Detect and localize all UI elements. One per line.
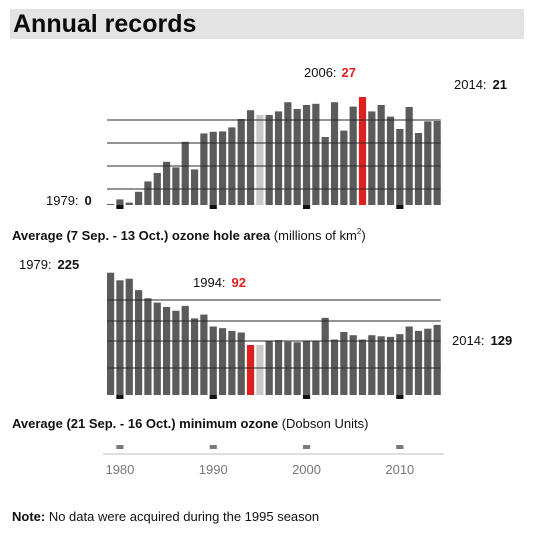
ozone-bar-1991 xyxy=(218,328,227,395)
ozone-bar-1994 xyxy=(246,345,255,395)
area-bar-2006 xyxy=(358,97,367,205)
ozone-caption: Average (21 Sep. - 16 Oct.) minimum ozon… xyxy=(12,416,368,431)
area-bar-2007 xyxy=(368,111,376,205)
area-bar-1983 xyxy=(144,181,152,205)
area-bar-1990 xyxy=(209,131,217,205)
footnote-text: No data were acquired during the 1995 se… xyxy=(45,509,320,524)
area-bar-2001 xyxy=(312,103,320,205)
area-bar-1982 xyxy=(134,191,143,205)
area-bar-1988 xyxy=(190,169,199,205)
x-axis: 1980 1990 2000 2010 xyxy=(103,445,444,477)
area-decade-marker-1990 xyxy=(209,205,217,209)
area-bar-2011 xyxy=(405,107,413,205)
x-tick-mark-1990 xyxy=(209,445,217,449)
ozone-bar-1987 xyxy=(181,305,189,395)
minimum-ozone-chart xyxy=(107,272,441,399)
area-decade-marker-1980 xyxy=(116,205,124,209)
ozone-bar-1984 xyxy=(153,302,161,395)
ozone-bar-1990 xyxy=(209,326,217,395)
area-bar-1987 xyxy=(181,141,189,205)
ozone-bar-2004 xyxy=(340,331,348,395)
ozone-1994-label: 1994: 92 xyxy=(193,275,246,290)
x-tick-label-2000: 2000 xyxy=(292,462,321,477)
area-caption: Average (7 Sep. - 13 Oct.) ozone hole ar… xyxy=(12,227,366,243)
ozone-bar-2007 xyxy=(368,335,376,395)
ozone-decade-marker-2000 xyxy=(302,395,311,399)
area-bar-1995 xyxy=(256,115,264,205)
ozone-bar-2014 xyxy=(433,324,441,395)
area-bar-1996 xyxy=(265,115,273,205)
area-bar-1994 xyxy=(246,110,255,205)
ozone-bar-2011 xyxy=(405,326,413,395)
area-bar-2005 xyxy=(349,106,357,205)
footnote: Note: No data were acquired during the 1… xyxy=(12,509,319,524)
area-bar-2014 xyxy=(433,121,441,205)
ozone-decade-marker-2010 xyxy=(396,395,404,399)
area-bar-2009 xyxy=(386,116,395,205)
ozone-bar-2012 xyxy=(414,330,423,395)
area-bar-2003 xyxy=(330,102,339,205)
area-bar-2013 xyxy=(424,121,432,205)
ozone-bar-1979 xyxy=(107,272,115,395)
ozone-2014-label: 2014: 129 xyxy=(452,333,512,348)
ozone-bar-1995 xyxy=(256,345,264,395)
ozone-decade-marker-1980 xyxy=(116,395,124,399)
x-tick-label-1980: 1980 xyxy=(105,462,134,477)
ozone-bar-1982 xyxy=(134,290,143,395)
area-decade-marker-2010 xyxy=(396,205,404,209)
area-bar-1999 xyxy=(293,109,301,205)
ozone-bar-1986 xyxy=(172,310,180,395)
ozone-bar-2010 xyxy=(396,334,404,395)
ozone-hole-area-chart xyxy=(107,97,441,209)
ozone-bar-2003 xyxy=(330,339,339,395)
area-2014-label: 2014: 21 xyxy=(454,77,507,92)
ozone-bar-1989 xyxy=(200,314,208,395)
area-bar-1993 xyxy=(237,119,245,205)
area-2006-label: 2006: 27 xyxy=(304,65,356,80)
ozone-1979-label: 1979: 225 xyxy=(19,257,79,272)
area-bar-2000 xyxy=(302,105,311,205)
ozone-bar-2009 xyxy=(386,336,395,395)
area-bar-1989 xyxy=(200,133,208,205)
area-bar-1981 xyxy=(125,202,133,205)
area-bar-1998 xyxy=(284,102,292,205)
area-bar-1985 xyxy=(162,161,171,205)
area-bar-1991 xyxy=(218,131,227,205)
ozone-bar-1993 xyxy=(237,332,245,395)
x-tick-mark-1980 xyxy=(116,445,124,449)
area-bar-2012 xyxy=(414,133,423,205)
area-bar-1979 xyxy=(107,204,115,205)
ozone-bar-1981 xyxy=(125,278,133,395)
x-tick-mark-2010 xyxy=(396,445,404,449)
area-bar-2010 xyxy=(396,129,404,205)
ozone-bar-2008 xyxy=(377,336,385,395)
ozone-bar-1992 xyxy=(228,330,236,395)
area-bar-2004 xyxy=(340,130,348,205)
ozone-bar-1980 xyxy=(116,280,124,395)
ozone-bar-1988 xyxy=(190,318,199,395)
ozone-bar-2005 xyxy=(349,335,357,395)
area-decade-marker-2000 xyxy=(302,205,311,209)
area-bar-2002 xyxy=(321,137,329,205)
ozone-bar-2013 xyxy=(424,328,432,395)
page-title: Annual records xyxy=(13,10,197,38)
ozone-bar-1985 xyxy=(162,306,171,395)
x-tick-mark-2000 xyxy=(302,445,311,449)
x-tick-label-2010: 2010 xyxy=(385,462,414,477)
x-tick-label-1990: 1990 xyxy=(199,462,228,477)
area-bar-1986 xyxy=(172,167,180,205)
footnote-label: Note: xyxy=(12,509,46,524)
area-bar-2008 xyxy=(377,105,385,205)
area-bar-1997 xyxy=(274,111,283,205)
ozone-bar-2002 xyxy=(321,317,329,395)
ozone-bar-1999 xyxy=(293,342,301,395)
header-bar: Annual records xyxy=(10,9,524,39)
ozone-bar-2006 xyxy=(358,339,367,395)
area-bar-1980 xyxy=(116,199,124,205)
area-1979-label: 1979: 0 xyxy=(46,193,92,208)
ozone-decade-marker-1990 xyxy=(209,395,217,399)
ozone-bar-1983 xyxy=(144,298,152,395)
